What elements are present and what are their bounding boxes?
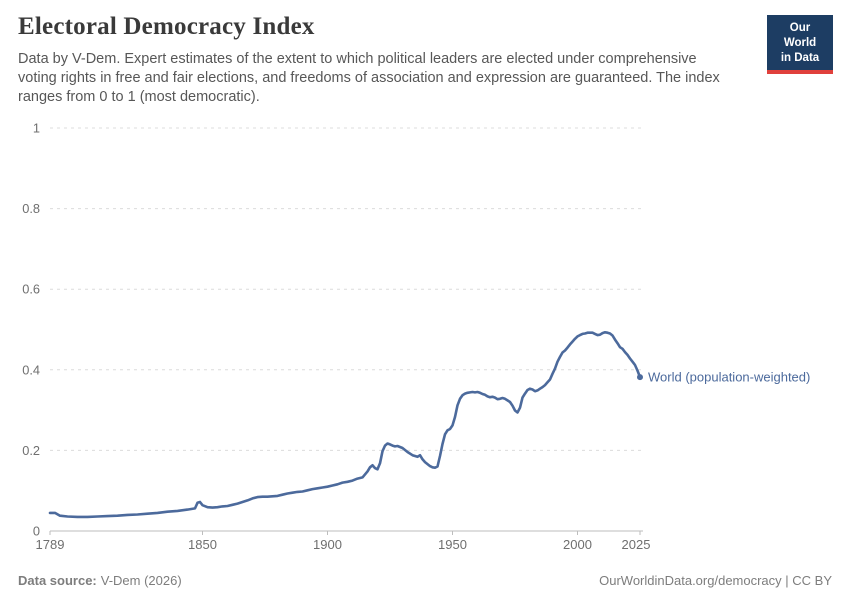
y-tick-label-0.4: 0.4 bbox=[22, 362, 40, 377]
page-title: Electoral Democracy Index bbox=[18, 13, 315, 40]
series-label[interactable]: World (population-weighted) bbox=[648, 370, 810, 385]
chart-footer: Data source: V-Dem (2026) OurWorldinData.… bbox=[18, 573, 832, 588]
owid-logo-line1: Our World bbox=[783, 22, 817, 49]
owid-logo-line2: in Data bbox=[780, 51, 820, 64]
y-tick-label-0.6: 0.6 bbox=[22, 282, 40, 297]
x-tick-label-1900: 1900 bbox=[313, 537, 342, 552]
x-tick-label-2025: 2025 bbox=[622, 537, 651, 552]
data-source-value: V-Dem (2026) bbox=[100, 573, 182, 588]
x-tick-label-1850: 1850 bbox=[188, 537, 217, 552]
owid-logo[interactable]: Our World in Data bbox=[767, 15, 833, 74]
x-tick-label-1950: 1950 bbox=[438, 537, 467, 552]
chart-subtitle: Data by V-Dem. Expert estimates of the e… bbox=[18, 51, 720, 105]
data-source-label: Data source: bbox=[18, 573, 97, 588]
y-tick-label-0.8: 0.8 bbox=[22, 201, 40, 216]
credit-link[interactable]: OurWorldinData.org/democracy | CC BY bbox=[599, 573, 832, 588]
y-tick-label-0.2: 0.2 bbox=[22, 443, 40, 458]
series-end-dot bbox=[637, 374, 643, 381]
x-tick-label-1789: 1789 bbox=[36, 537, 65, 552]
y-tick-label-1: 1 bbox=[33, 121, 40, 136]
data-source: Data source: V-Dem (2026) bbox=[18, 573, 182, 588]
x-tick-label-2000: 2000 bbox=[563, 537, 592, 552]
y-tick-label-0: 0 bbox=[33, 524, 40, 539]
world-series-line[interactable] bbox=[48, 331, 642, 519]
